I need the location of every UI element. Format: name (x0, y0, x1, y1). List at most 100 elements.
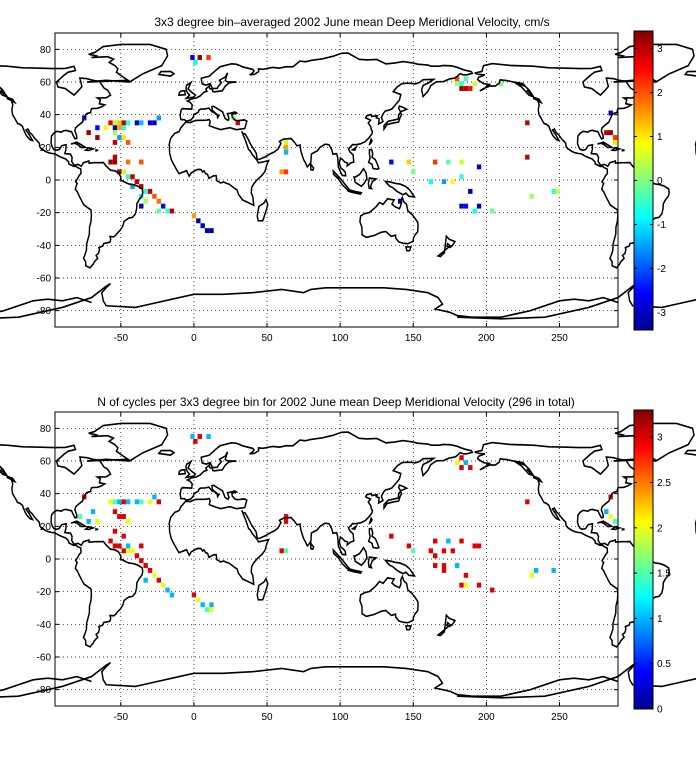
data-cell (441, 179, 447, 185)
data-cell (433, 553, 438, 559)
data-cell (90, 509, 96, 515)
y-tick-label: 40 (40, 489, 52, 500)
data-cell (143, 198, 148, 204)
y-tick-label: 80 (40, 45, 52, 56)
data-cell (555, 188, 561, 194)
data-cell (551, 188, 556, 194)
data-cell (441, 563, 447, 568)
axis-ticks: -50 0 50 100 150 200 250 -80 -60 -40 -20 0 20 40 60 80 (37, 33, 618, 344)
y-tick-label: -40 (37, 241, 52, 252)
data-cell (450, 548, 455, 554)
data-cell (459, 538, 464, 544)
data-cell (95, 125, 100, 131)
data-cell (209, 607, 214, 613)
colorbar-tick-label: 1 (657, 132, 663, 143)
y-tick-label: 0 (45, 555, 51, 566)
data-cell (117, 125, 122, 131)
data-cell (86, 518, 91, 524)
chart-title: N of cycles per 3x3 degree bin for 2002 … (97, 395, 575, 409)
y-tick-label: 60 (40, 457, 52, 468)
data-cell (472, 543, 477, 549)
y-tick-label: 60 (40, 78, 52, 89)
cycles-map-panel: N of cycles per 3x3 degree bin for 2002 … (0, 395, 696, 723)
data-cell (125, 518, 131, 524)
data-cell (283, 548, 289, 554)
data-cell (476, 164, 482, 170)
data-cell (134, 553, 140, 559)
data-cell (468, 86, 473, 91)
data-cell (169, 592, 175, 598)
colorbar-tick-label: -1 (657, 220, 666, 231)
data-cell (279, 548, 284, 554)
data-cell (472, 208, 477, 214)
data-cell (139, 184, 144, 189)
data-cell (279, 169, 284, 175)
data-cell (121, 514, 126, 519)
colorbar-tick-label: -3 (657, 308, 666, 319)
data-cell (411, 169, 416, 175)
data-cell (463, 86, 469, 91)
data-cell (147, 188, 153, 194)
y-tick-label: 80 (40, 424, 52, 435)
data-cell (446, 538, 451, 544)
colorbar-tick-label: 0.5 (657, 659, 671, 670)
y-tick-label: -80 (37, 685, 52, 696)
x-tick-label: -50 (114, 712, 129, 723)
data-cell (463, 582, 469, 588)
chart-title: 3x3 degree bin–averaged 2002 June mean D… (154, 15, 549, 29)
data-cell (433, 159, 438, 165)
x-tick-label: 150 (405, 333, 422, 344)
map-background (55, 33, 618, 327)
colorbar-tick-label: 2 (657, 88, 663, 99)
data-cell (459, 465, 464, 470)
colorbar-tick-label: 1.5 (657, 569, 671, 580)
data-cell (143, 188, 148, 194)
data-cell (112, 543, 118, 549)
data-cell (525, 120, 530, 126)
data-cell (498, 81, 504, 87)
data-cell (411, 548, 416, 554)
y-tick-label: 40 (40, 110, 52, 121)
data-cell (121, 533, 126, 539)
data-cell (147, 499, 153, 505)
data-cell (156, 115, 162, 121)
data-cell (121, 125, 126, 131)
colorbar: -3 -2 -1 0 1 2 3 (633, 30, 666, 331)
colorbar-tick-label: -2 (657, 264, 666, 275)
data-cell (206, 434, 211, 439)
data-cell (446, 159, 451, 165)
data-cell (121, 120, 126, 126)
data-cell (191, 213, 197, 219)
y-tick-label: 20 (40, 143, 52, 154)
data-cell (121, 548, 126, 554)
data-cell (112, 499, 118, 505)
data-cell (204, 228, 210, 234)
data-cell (117, 120, 122, 126)
data-cell (125, 120, 131, 126)
colorbar-tick-label: 0 (657, 176, 663, 187)
data-cell (433, 563, 438, 568)
data-cell (612, 135, 618, 140)
data-cell (139, 558, 144, 564)
data-cell (529, 572, 534, 578)
colorbar-tick-label: 1 (657, 614, 663, 625)
velocity-map-panel: 3x3 degree bin–averaged 2002 June mean D… (0, 15, 696, 344)
data-cell (117, 135, 122, 140)
data-cell (161, 582, 166, 588)
data-cell (112, 528, 118, 534)
data-cell (608, 130, 613, 136)
data-cell (190, 55, 195, 60)
data-cell (441, 567, 447, 573)
data-cell (139, 543, 144, 549)
map-background (55, 412, 618, 706)
data-cell (283, 144, 289, 150)
data-cell (125, 548, 131, 554)
colorbar-tick-label: 2 (657, 523, 663, 534)
data-cell (156, 208, 162, 214)
data-cell (134, 179, 140, 185)
x-tick-label: 50 (261, 333, 273, 344)
colorbar-tick-label: 2.5 (657, 478, 671, 489)
data-cell (143, 577, 148, 583)
data-cell (204, 607, 210, 613)
